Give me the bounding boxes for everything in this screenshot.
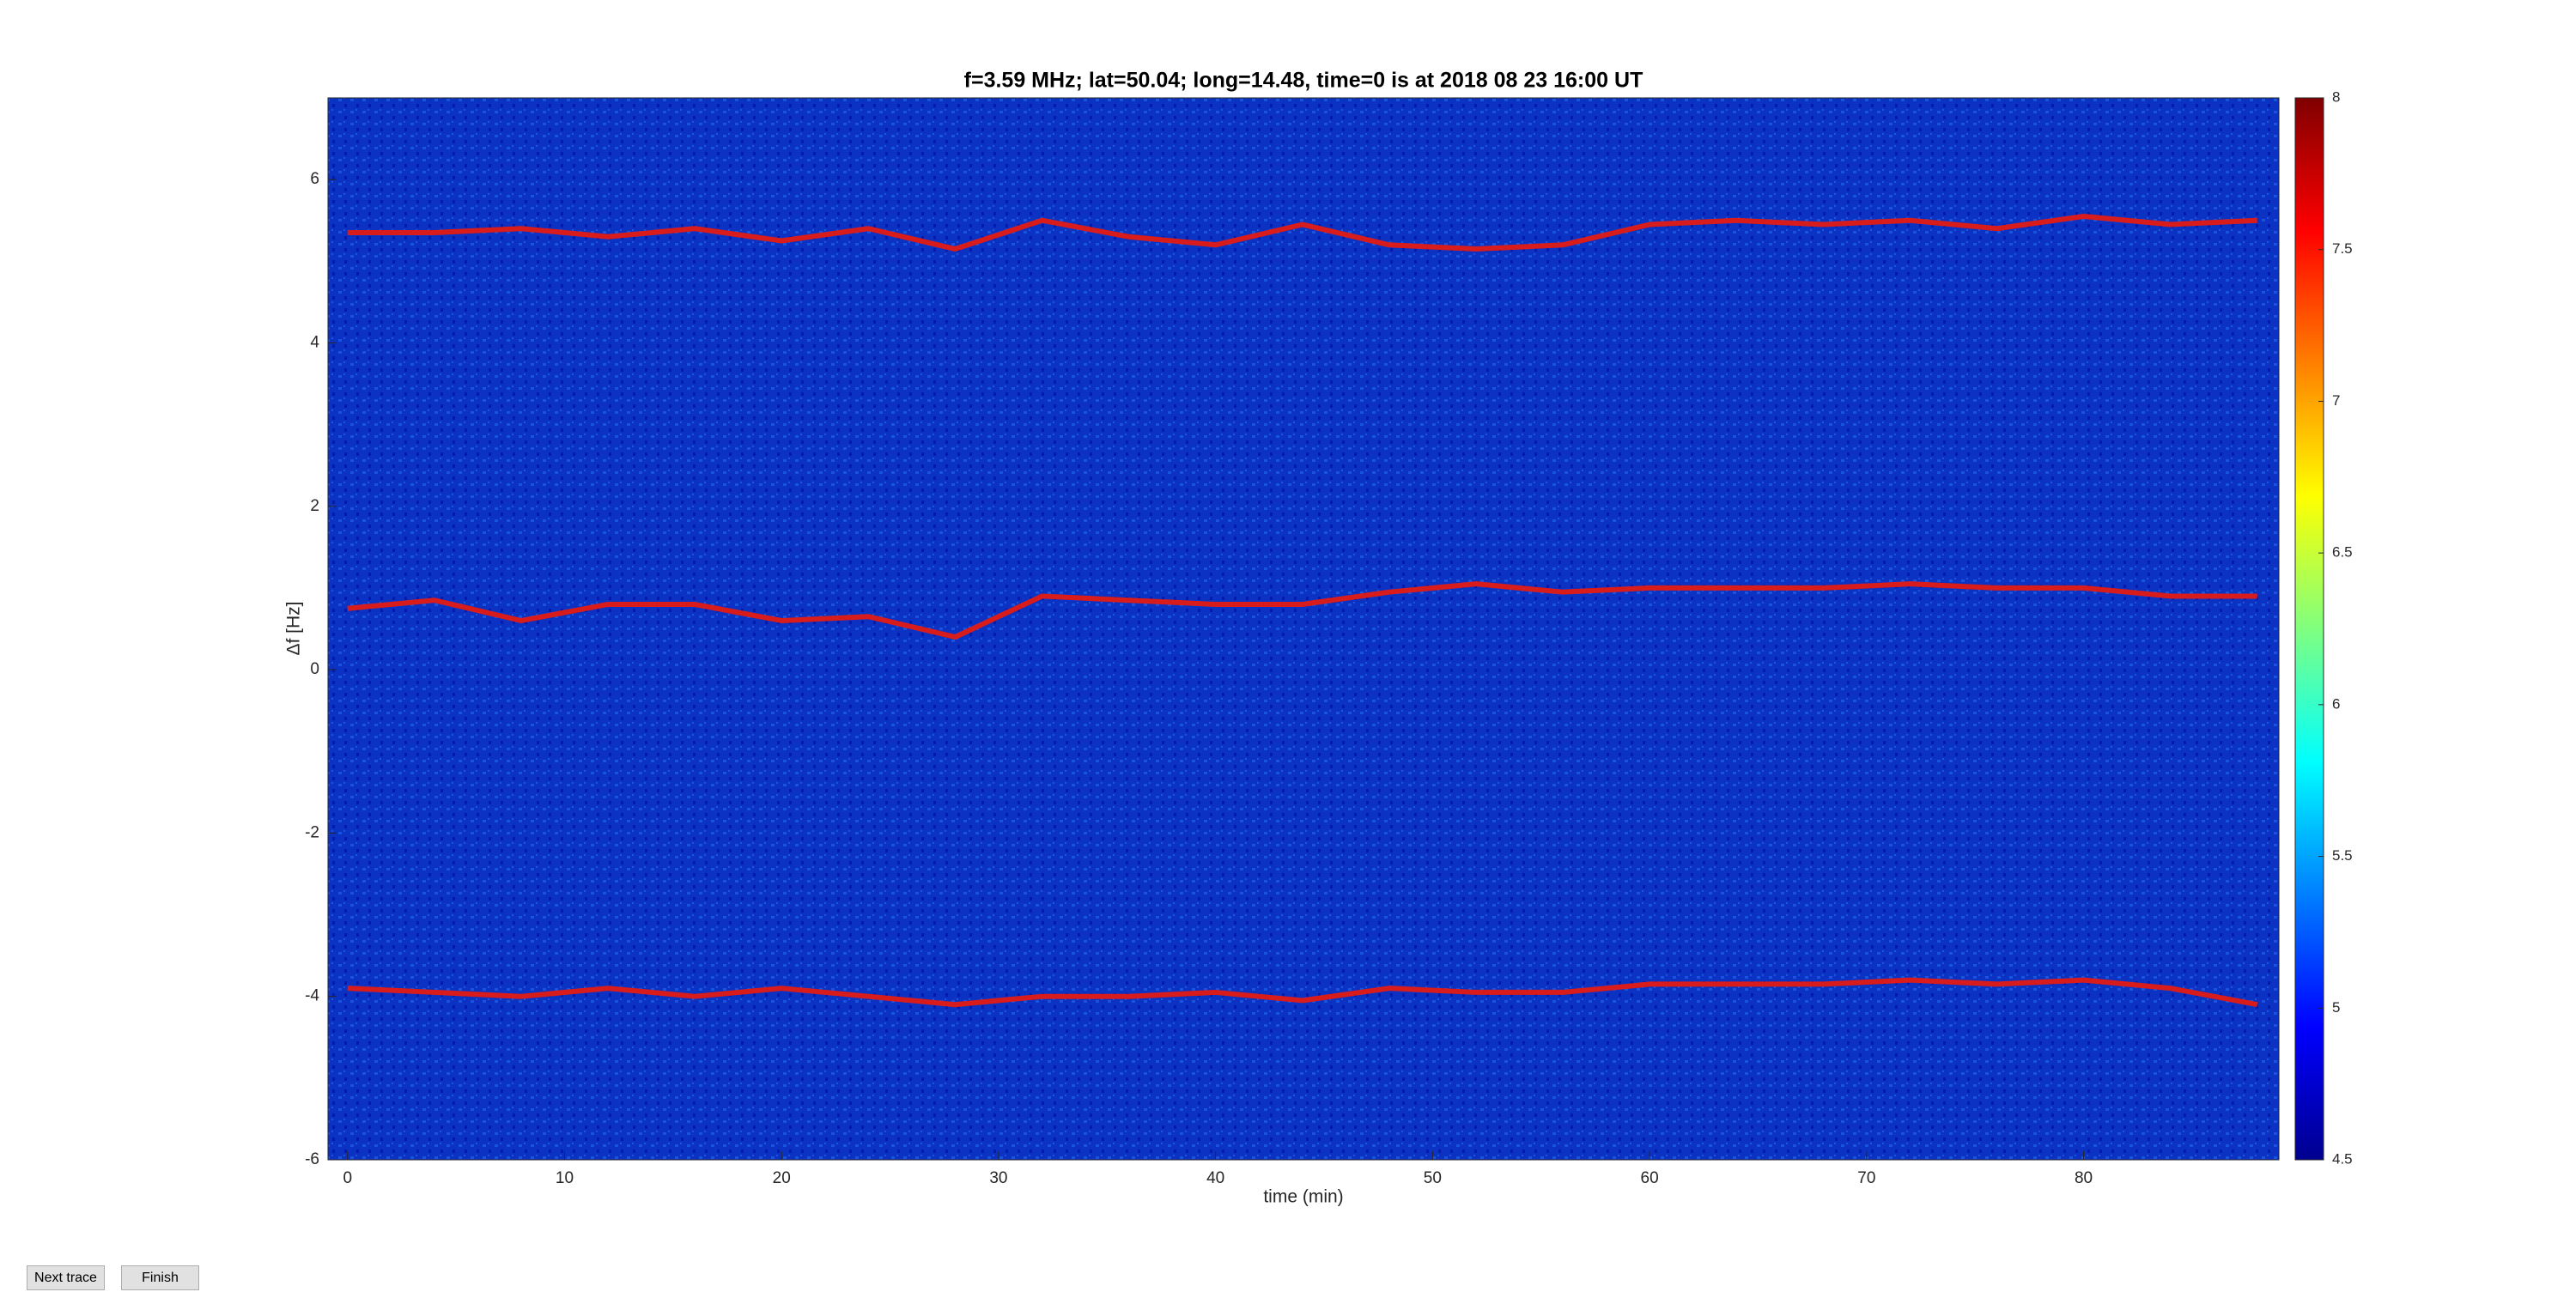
colorbar-tick-label: 7 xyxy=(2332,392,2340,409)
y-tick-label: -4 xyxy=(305,987,319,1005)
colorbar-tick-label: 5.5 xyxy=(2332,847,2353,864)
x-tick-label: 80 xyxy=(2075,1169,2093,1187)
finish-button[interactable]: Finish xyxy=(121,1265,199,1290)
y-axis-label: Δf [Hz] xyxy=(284,601,304,655)
trace-line xyxy=(347,213,2257,252)
trace-line xyxy=(347,581,2257,640)
colorbar-tick-label: 8 xyxy=(2332,88,2340,105)
x-tick-label: 30 xyxy=(989,1169,1007,1187)
y-tick-label: 6 xyxy=(310,170,319,188)
x-tick-label: 20 xyxy=(773,1169,791,1187)
y-tick-label: 4 xyxy=(310,333,319,351)
trace-line xyxy=(347,977,2258,1008)
colorbar-tick-label: 5 xyxy=(2332,999,2340,1016)
next-trace-button[interactable]: Next trace xyxy=(27,1265,105,1290)
colorbar-tick-label: 7.5 xyxy=(2332,240,2353,257)
colorbar-tick-label: 6 xyxy=(2332,695,2340,712)
x-axis-label: time (min) xyxy=(1263,1187,1343,1207)
y-tick-label: 2 xyxy=(310,497,319,515)
x-tick-label: 50 xyxy=(1424,1169,1442,1187)
y-tick-label: -2 xyxy=(305,823,319,841)
x-tick-label: 60 xyxy=(1641,1169,1659,1187)
x-tick-label: 10 xyxy=(556,1169,574,1187)
x-tick-label: 70 xyxy=(1857,1169,1875,1187)
plot-frame xyxy=(327,97,2280,1161)
y-tick-label: 0 xyxy=(310,660,319,678)
x-tick-label: 0 xyxy=(343,1169,352,1187)
y-tick-label: -6 xyxy=(305,1150,319,1168)
colorbar-tick-label: 6.5 xyxy=(2332,544,2353,561)
colorbar xyxy=(2294,97,2324,1161)
chart: f=3.59 MHz; lat=50.04; long=14.48, time=… xyxy=(284,69,2353,1207)
x-tick-label: 40 xyxy=(1206,1169,1224,1187)
colorbar-tick-label: 4.5 xyxy=(2332,1150,2353,1167)
chart-title: f=3.59 MHz; lat=50.04; long=14.48, time=… xyxy=(964,69,1643,93)
